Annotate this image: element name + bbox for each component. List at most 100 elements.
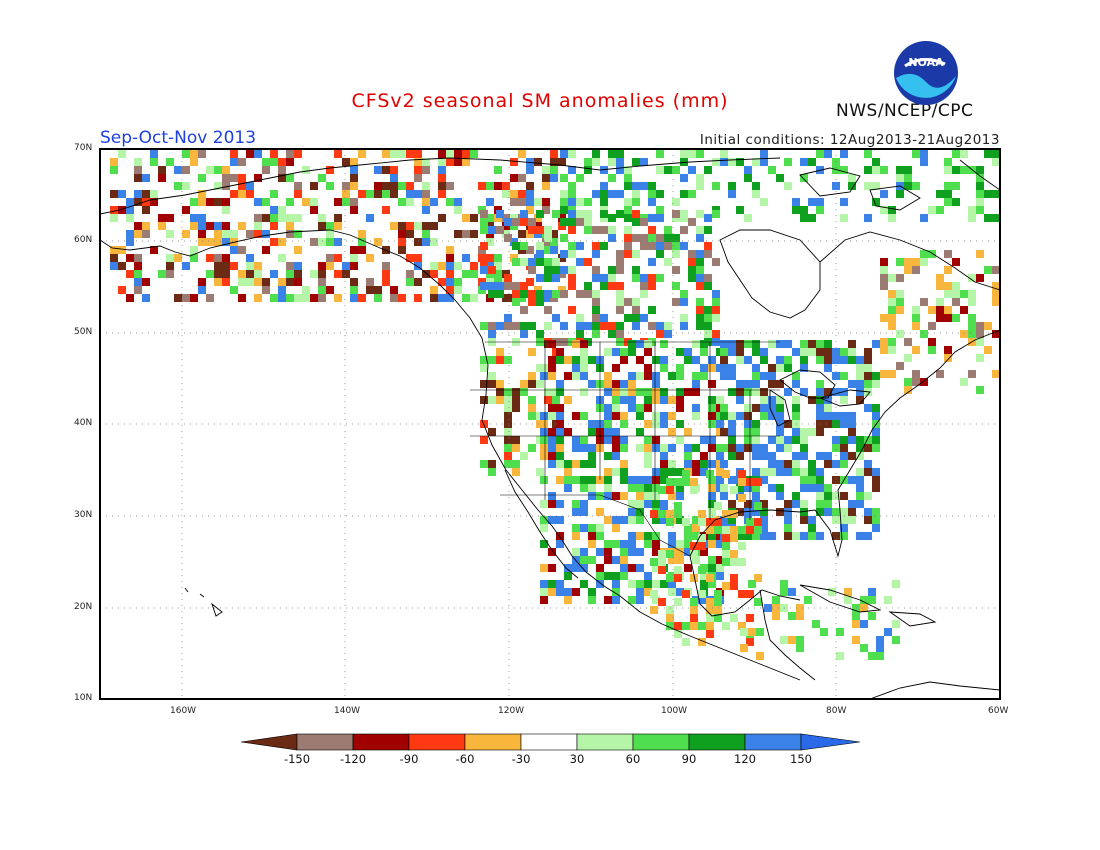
anomaly-cell bbox=[528, 372, 536, 380]
anomaly-cell bbox=[760, 198, 768, 206]
anomaly-cell bbox=[808, 516, 816, 524]
anomaly-cell bbox=[358, 246, 366, 254]
anomaly-cell bbox=[190, 158, 198, 166]
initial-conditions: Initial conditions: 12Aug2013-21Aug2013 bbox=[699, 132, 1000, 148]
anomaly-cell bbox=[628, 340, 636, 348]
anomaly-cell bbox=[784, 420, 792, 428]
anomaly-cell bbox=[636, 372, 644, 380]
anomaly-cell bbox=[752, 484, 760, 492]
anomaly-cell bbox=[800, 158, 808, 166]
anomaly-cell bbox=[390, 166, 398, 174]
anomaly-cell bbox=[660, 500, 668, 508]
anomaly-cell bbox=[512, 322, 520, 330]
anomaly-cell bbox=[126, 206, 134, 214]
anomaly-cell bbox=[294, 294, 302, 302]
anomaly-cell bbox=[720, 444, 728, 452]
anomaly-cell bbox=[632, 218, 640, 226]
anomaly-cell bbox=[644, 372, 652, 380]
anomaly-cell bbox=[936, 282, 944, 290]
colorbar-swatch bbox=[464, 733, 522, 751]
anomaly-cell bbox=[792, 532, 800, 540]
anomaly-cell bbox=[406, 230, 414, 238]
anomaly-cell bbox=[660, 340, 668, 348]
anomaly-cell bbox=[576, 258, 584, 266]
anomaly-cell bbox=[756, 628, 764, 636]
anomaly-cell bbox=[470, 294, 478, 302]
anomaly-cell bbox=[592, 158, 600, 166]
anomaly-cell bbox=[716, 540, 724, 548]
anomaly-cell bbox=[222, 166, 230, 174]
anomaly-cell bbox=[768, 436, 776, 444]
anomaly-cell bbox=[636, 564, 644, 572]
anomaly-cell bbox=[652, 412, 660, 420]
anomaly-cell bbox=[628, 484, 636, 492]
anomaly-cell bbox=[784, 340, 792, 348]
anomaly-cell bbox=[968, 274, 976, 282]
anomaly-cell bbox=[722, 470, 730, 478]
anomaly-cell bbox=[350, 182, 358, 190]
anomaly-cell bbox=[744, 404, 752, 412]
anomaly-cell bbox=[776, 508, 784, 516]
anomaly-cell bbox=[550, 238, 558, 246]
anomaly-cell bbox=[504, 428, 512, 436]
anomaly-cell bbox=[318, 262, 326, 270]
anomaly-cell bbox=[528, 404, 536, 412]
anomaly-cell bbox=[692, 340, 700, 348]
anomaly-cell bbox=[636, 532, 644, 540]
anomaly-cell bbox=[720, 428, 728, 436]
anomaly-cell bbox=[342, 158, 350, 166]
anomaly-cell bbox=[454, 286, 462, 294]
anomaly-cell bbox=[528, 258, 536, 266]
anomaly-cell bbox=[520, 258, 528, 266]
anomaly-cell bbox=[792, 500, 800, 508]
anomaly-cell bbox=[342, 198, 350, 206]
anomaly-cell bbox=[690, 606, 698, 614]
anomaly-cell bbox=[784, 364, 792, 372]
anomaly-cell bbox=[604, 348, 612, 356]
anomaly-cell bbox=[668, 580, 676, 588]
anomaly-cell bbox=[568, 242, 576, 250]
anomaly-cell bbox=[968, 370, 976, 378]
anomaly-cell bbox=[896, 166, 904, 174]
anomaly-cell bbox=[868, 588, 876, 596]
anomaly-cell bbox=[976, 198, 984, 206]
anomaly-cell bbox=[808, 198, 816, 206]
anomaly-cell bbox=[682, 590, 690, 598]
anomaly-cell bbox=[644, 364, 652, 372]
anomaly-cell bbox=[270, 238, 278, 246]
anomaly-cell bbox=[856, 380, 864, 388]
anomaly-cell bbox=[520, 330, 528, 338]
anomaly-cell bbox=[648, 274, 656, 282]
anomaly-cell bbox=[800, 356, 808, 364]
anomaly-cell bbox=[414, 294, 422, 302]
anomaly-cell bbox=[740, 628, 748, 636]
anomaly-cell bbox=[518, 198, 526, 206]
anomaly-cell bbox=[920, 214, 928, 222]
anomaly-cell bbox=[708, 412, 716, 420]
anomaly-cell bbox=[310, 238, 318, 246]
anomaly-cell bbox=[616, 322, 624, 330]
anomaly-cell bbox=[584, 158, 592, 166]
anomaly-cell bbox=[568, 282, 576, 290]
anomaly-cell bbox=[656, 250, 664, 258]
anomaly-cell bbox=[206, 166, 214, 174]
anomaly-cell bbox=[608, 226, 616, 234]
anomaly-cell bbox=[366, 214, 374, 222]
anomaly-cell bbox=[760, 158, 768, 166]
anomaly-cell bbox=[568, 190, 576, 198]
anomaly-cell bbox=[342, 262, 350, 270]
anomaly-cell bbox=[804, 596, 812, 604]
anomaly-cell bbox=[968, 290, 976, 298]
anomaly-cell bbox=[692, 516, 700, 524]
anomaly-cell bbox=[588, 588, 596, 596]
anomaly-cell bbox=[688, 266, 696, 274]
anomaly-cell bbox=[254, 174, 262, 182]
anomaly-cell bbox=[488, 380, 496, 388]
anomaly-cell bbox=[556, 412, 564, 420]
anomaly-cell bbox=[872, 340, 880, 348]
anomaly-cell bbox=[526, 198, 534, 206]
anomaly-cell bbox=[326, 286, 334, 294]
anomaly-cell bbox=[294, 246, 302, 254]
anomaly-cell bbox=[844, 588, 852, 596]
anomaly-cell bbox=[648, 282, 656, 290]
